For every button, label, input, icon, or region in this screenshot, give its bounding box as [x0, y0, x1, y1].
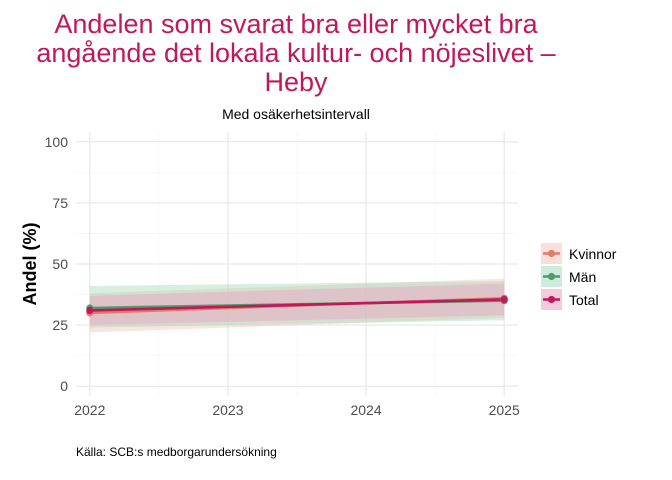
x-tick-label: 2025 — [489, 402, 520, 418]
y-axis-title: Andel (%) — [20, 222, 40, 305]
axis-labels: 0 25 50 75 100 2022 2023 2024 2025 Andel (%) — [20, 134, 520, 418]
data-point — [86, 306, 94, 315]
x-tick-label: 2023 — [212, 402, 243, 418]
x-tick-label: 2024 — [350, 402, 381, 418]
legend-label: Kvinnor — [569, 246, 617, 262]
chart-title-line: Heby — [264, 67, 328, 97]
y-tick-label: 75 — [52, 195, 68, 211]
y-tick-label: 25 — [52, 317, 68, 333]
series-lines — [89, 296, 505, 315]
x-tick-label: 2022 — [74, 402, 105, 418]
series-line — [89, 298, 505, 312]
chart-caption: Källa: SCB:s medborgarundersökning — [76, 445, 277, 459]
legend: Kvinnor Män Total — [541, 243, 617, 310]
chart-title-line: Andelen som svarat bra eller mycket bra — [54, 9, 538, 39]
data-point — [500, 295, 508, 304]
legend-key-point — [547, 249, 556, 258]
legend-key-point — [547, 295, 556, 304]
legend-label: Total — [569, 292, 599, 308]
y-tick-label: 0 — [60, 378, 68, 394]
chart-title: Andelen som svarat bra eller mycket bra … — [0, 10, 592, 97]
data-points — [86, 294, 508, 317]
grid — [76, 132, 518, 396]
y-tick-label: 50 — [52, 256, 68, 272]
y-tick-label: 100 — [45, 134, 69, 150]
legend-label: Män — [569, 269, 596, 285]
legend-key-point — [547, 272, 556, 281]
chart-title-line: angående det lokala kultur- och nöjesliv… — [36, 38, 556, 68]
chart-subtitle: Med osäkerhetsintervall — [222, 106, 370, 122]
